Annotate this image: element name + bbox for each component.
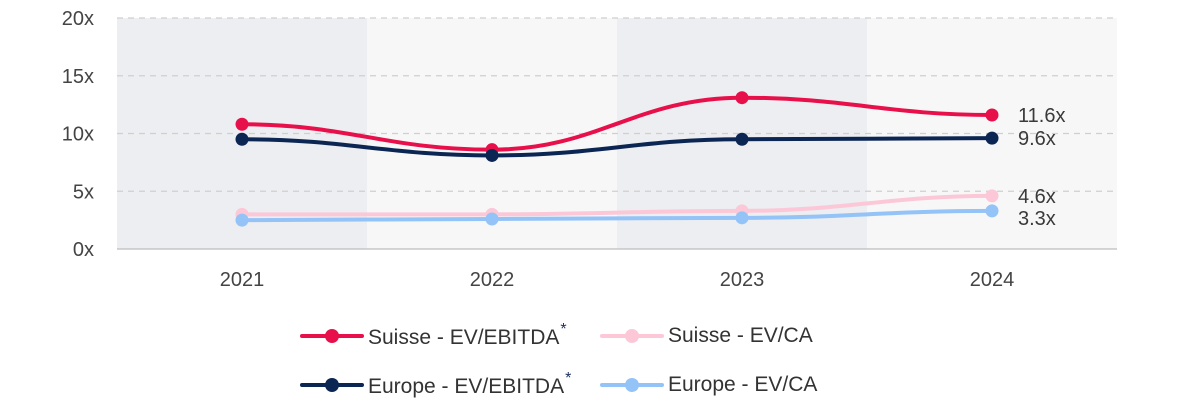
legend-swatch-suisse-ev-ebitda: [300, 328, 364, 343]
y-tick-label: 20x: [62, 8, 94, 30]
legend-item-europe-ev-ca: Europe - EV/CA: [600, 373, 817, 397]
series-points: [235, 91, 999, 227]
point-suisse-ev-ebitda-2023: [735, 91, 749, 105]
end-label-europe-ev-ca: 3.3x: [1018, 208, 1056, 230]
point-europe-ev-ca-2023: [735, 211, 749, 225]
x-axis-ticks: 2021 2022 2023 2024: [220, 269, 1015, 291]
legend-item-suisse-ev-ebitda: Suisse - EV/EBITDA*: [300, 321, 600, 350]
end-label-suisse-ev-ebitda: 11.6x: [1018, 105, 1065, 127]
point-suisse-ev-ebitda-2021: [235, 117, 249, 131]
point-europe-ev-ca-2021: [235, 213, 249, 227]
end-labels: 11.6x9.6x 4.6x3.3x: [1018, 105, 1065, 230]
legend-swatch-suisse-ev-ca: [600, 328, 664, 343]
y-tick-label: 10x: [62, 124, 94, 146]
y-tick-label: 0x: [73, 239, 94, 261]
gridlines: [117, 17, 1117, 250]
point-europe-ev-ebitda-2024: [985, 131, 999, 145]
series-line-europe-ev-ebitda: [240, 136, 994, 158]
y-tick-label: 5x: [73, 181, 94, 203]
x-tick-label: 2022: [470, 269, 515, 291]
series-line-europe-ev-ca: [240, 208, 994, 223]
end-label-europe-ev-ebitda: 9.6x: [1018, 128, 1056, 150]
legend-row-2: Europe - EV/EBITDA* Europe - EV/CA: [300, 370, 817, 399]
legend-swatch-europe-ev-ca: [600, 377, 664, 392]
chart-canvas: 0x 5x 10x 15x 20x 2021 2022 2023 2024 11.6x9.6x…: [62, 8, 1117, 291]
series-lines: [240, 95, 994, 223]
legend-label-europe-ev-ebitda: Europe - EV/EBITDA*: [368, 370, 572, 398]
legend-label-suisse-ev-ca: Suisse - EV/CA: [668, 323, 813, 347]
point-europe-ev-ebitda-2021: [235, 132, 249, 146]
legend-label-europe-ev-ca: Europe - EV/CA: [668, 372, 818, 396]
x-tick-label: 2021: [220, 269, 265, 291]
point-europe-ev-ebitda-2022: [485, 148, 499, 162]
point-suisse-ev-ca-2024: [985, 189, 999, 203]
series-line-suisse-ev-ca: [240, 193, 994, 217]
legend-swatch-europe-ev-ebitda: [300, 377, 364, 392]
point-suisse-ev-ebitda-2024: [985, 108, 999, 122]
point-europe-ev-ca-2024: [985, 204, 999, 218]
point-europe-ev-ca-2022: [485, 212, 499, 226]
end-label-suisse-ev-ca: 4.6x: [1018, 186, 1056, 208]
series-line-suisse-ev-ebitda: [240, 95, 994, 152]
legend-item-suisse-ev-ca: Suisse - EV/CA: [600, 324, 813, 348]
legend-label-suisse-ev-ebitda: Suisse - EV/EBITDA*: [368, 321, 567, 349]
x-tick-label: 2024: [970, 269, 1015, 291]
legend-row-1: Suisse - EV/EBITDA* Suisse - EV/CA: [300, 321, 813, 350]
point-europe-ev-ebitda-2023: [735, 132, 749, 146]
y-axis-ticks: 0x 5x 10x 15x 20x: [62, 8, 94, 261]
legend-item-europe-ev-ebitda: Europe - EV/EBITDA*: [300, 370, 600, 399]
x-tick-label: 2023: [720, 269, 765, 291]
y-tick-label: 15x: [62, 66, 94, 88]
